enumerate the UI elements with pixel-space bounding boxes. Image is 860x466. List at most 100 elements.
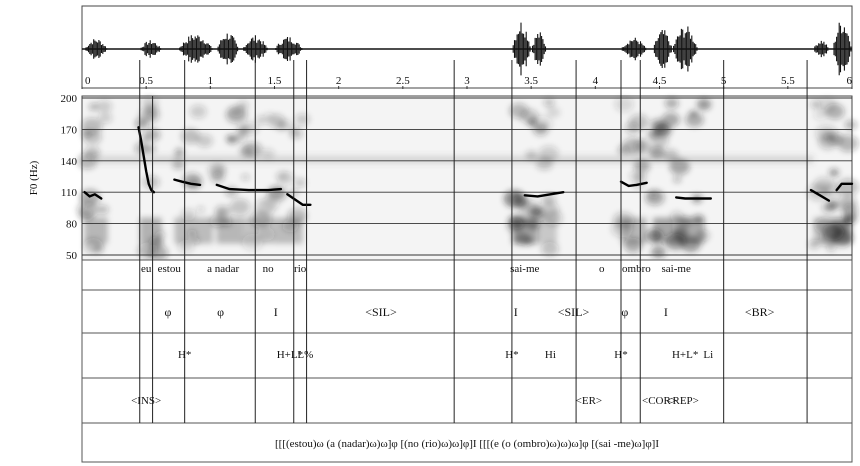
tier-row [81, 289, 853, 334]
waveform-burst [814, 40, 829, 58]
voicing-band [653, 217, 673, 244]
spectrogram-blob [237, 101, 249, 110]
voicing-band [672, 217, 705, 244]
spectrogram-blob [212, 164, 226, 176]
f0-contour-segment [173, 178, 202, 187]
spectrogram-blob [76, 201, 99, 219]
word-label: no [263, 263, 275, 275]
word-label: estou [158, 263, 182, 275]
f0-contour-segment [675, 196, 712, 200]
tone-label: Hi [545, 349, 556, 361]
phrasing-label: φ [217, 305, 224, 319]
spectrogram-blob [196, 206, 205, 213]
spectrogram-blob [81, 117, 103, 135]
spectrogram-blob [146, 112, 155, 120]
time-tick-label: 1 [208, 75, 214, 87]
phrasing-label: I [664, 305, 668, 319]
tone-label: H* [505, 349, 518, 361]
spectrogram-blob [98, 112, 113, 124]
phrasing-label: I [514, 305, 518, 319]
spectrogram-blob [96, 100, 112, 113]
voicing-band [537, 217, 557, 244]
phrasing-label: <SIL> [365, 305, 397, 319]
word-label: eu [141, 263, 152, 275]
event-label: <INS> [131, 395, 161, 407]
spectrogram-blob [96, 204, 109, 215]
f0-contour-segment [523, 191, 565, 198]
tier-row [81, 259, 853, 291]
spectrogram-blob [813, 109, 828, 121]
voicing-band [274, 217, 303, 244]
event-label: <ER> [576, 395, 602, 407]
f0-contour-segment [215, 183, 283, 192]
time-tick-label: 2.5 [396, 75, 410, 87]
word-label: sai-me [510, 263, 539, 275]
waveform-burst [217, 33, 239, 65]
spectrogram-blob [696, 98, 712, 111]
f0-axis-label: F0 (Hz) [28, 160, 40, 195]
spectrogram-blob [227, 135, 239, 145]
tone-label: H+L* [277, 349, 303, 361]
f0-tick-label: 170 [61, 124, 78, 136]
voicing-band [621, 217, 647, 244]
spectrogram-blob [295, 113, 310, 126]
tier-row [81, 422, 853, 463]
spectrogram-energy [76, 95, 859, 262]
spectrogram-blob [844, 120, 858, 130]
tone-label: Li [703, 349, 713, 361]
spectrogram-blob [685, 112, 704, 127]
spectrogram-blob [241, 173, 250, 181]
tone-label: L% [297, 349, 313, 361]
spectrogram-blob [181, 128, 200, 144]
spectrogram-blob [256, 115, 268, 125]
waveform-burst [833, 22, 852, 76]
f0-contour-segment [137, 126, 156, 194]
phrasing-label: I [274, 305, 278, 319]
spectrogram-blob [813, 177, 834, 194]
tier-row [81, 377, 853, 424]
tier-labels: eu estou a nadar no rio sai-me o ombro sai-me φ φ I… [131, 263, 775, 450]
time-tick-label: 3 [464, 75, 470, 87]
spectrogram-blob [141, 95, 159, 110]
waveform-burst [653, 30, 672, 68]
waveform-burst [140, 40, 162, 58]
spectrogram-blob [225, 106, 248, 124]
word-label: o [599, 263, 605, 275]
spectrogram-blob [651, 246, 666, 259]
time-tick-label: 3.5 [524, 75, 538, 87]
annotation-tiers [81, 259, 853, 463]
word-label: rio [294, 263, 307, 275]
spectrogram-blob [294, 178, 306, 188]
spectrogram-blob [810, 100, 821, 109]
word-label: a nadar [207, 263, 239, 275]
spectrogram-blob [617, 145, 630, 156]
spectrogram-blob [541, 242, 559, 256]
event-label: <COR> [642, 395, 677, 407]
voicing-band [84, 217, 108, 244]
f0-tick-label: 200 [61, 93, 78, 105]
spectrogram-blob [241, 121, 259, 136]
phrasing-label: φ [621, 305, 628, 319]
word-label: ombro [622, 263, 651, 275]
spectrogram-blob [546, 106, 561, 118]
spectrogram-blob [689, 110, 698, 117]
waveform-panel: 00.511.522.533.544.555.56 [81, 5, 853, 89]
spectrogram-blob [838, 195, 857, 210]
phrasing-label: φ [165, 305, 172, 319]
voicing-band [174, 217, 213, 244]
spectrogram-blob [229, 198, 251, 216]
time-tick-label: 5.5 [781, 75, 795, 87]
tier-row [81, 332, 853, 379]
spectrogram-blob [77, 153, 98, 170]
waveform-burst [243, 35, 268, 63]
f0-contour-segment [835, 182, 854, 192]
spectrogram-blob [88, 103, 99, 111]
f0-tick-label: 80 [66, 219, 78, 231]
spectrogram-blob [625, 122, 640, 135]
phrasing-label: <BR> [745, 305, 775, 319]
spectrogram-blob [827, 200, 839, 210]
event-label: <REP> [666, 395, 699, 407]
voicing-band [832, 217, 852, 244]
spectrogram-blob [143, 175, 160, 189]
